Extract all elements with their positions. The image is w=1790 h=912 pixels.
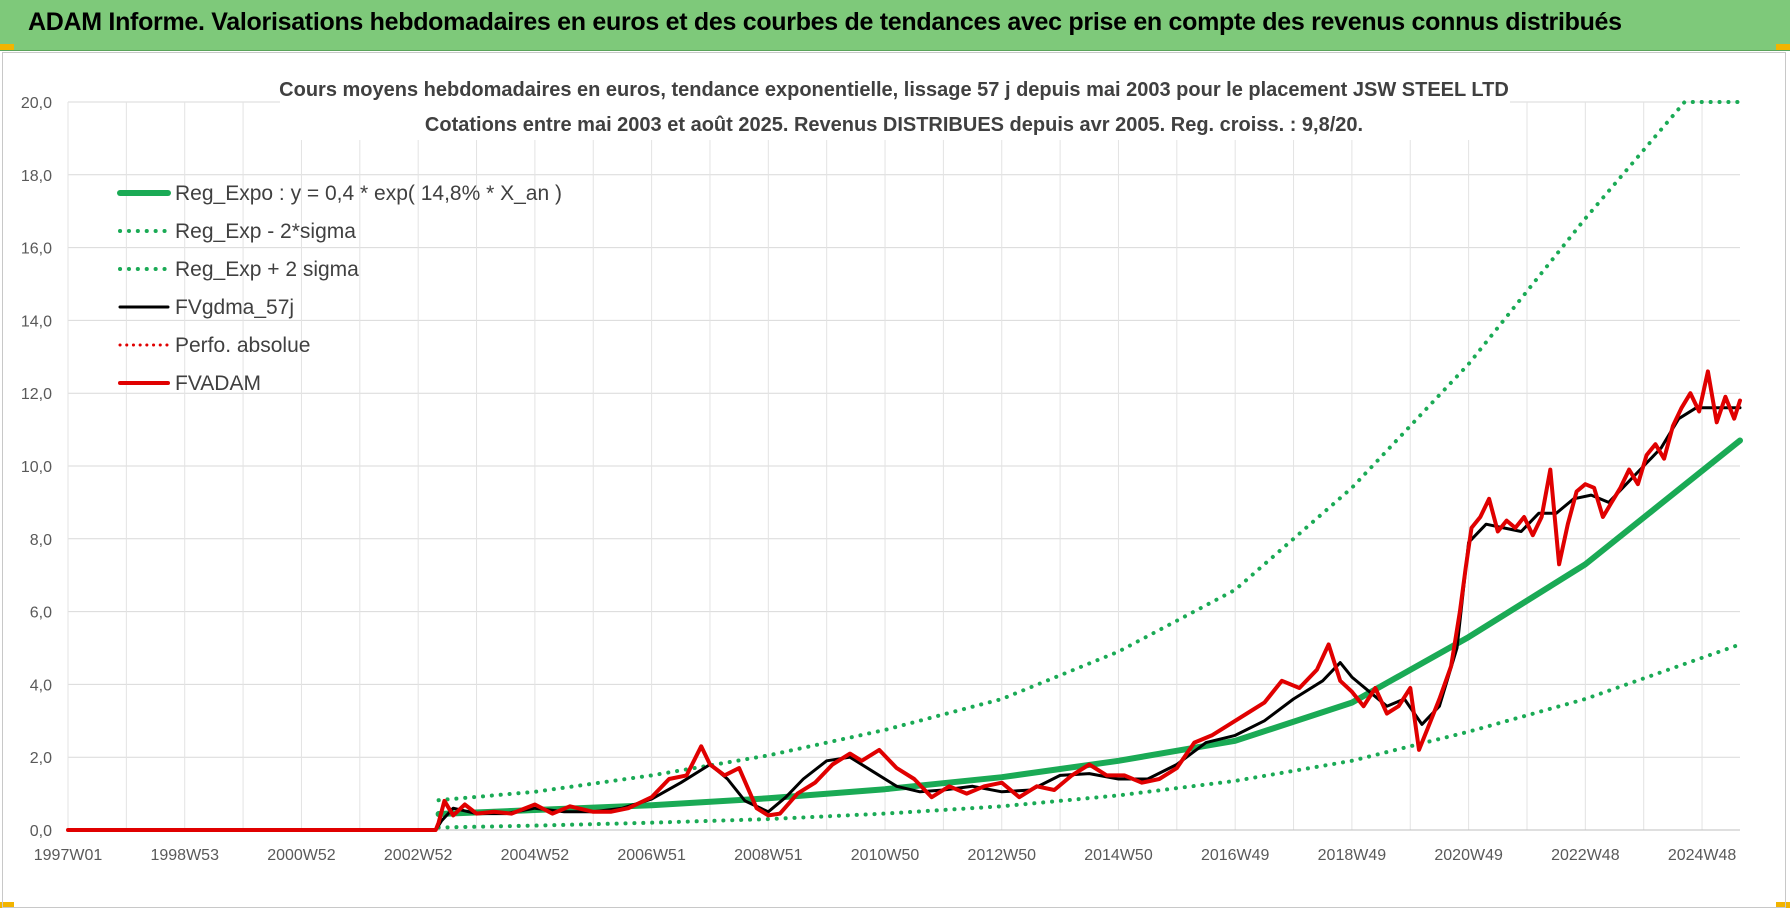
series-line [436,100,1742,803]
x-tick-label: 2006W51 [617,847,686,864]
corner-mark [1776,44,1790,50]
legend-label: FVADAM [175,372,261,395]
title-background [280,72,1510,140]
y-tick-label: 10,0 [21,459,52,476]
x-tick-label: 2024W48 [1668,847,1737,864]
x-tick-label: 2020W49 [1434,847,1503,864]
x-tick-label: 2002W52 [384,847,453,864]
corner-mark [0,44,14,50]
x-tick-label: 2018W49 [1318,847,1387,864]
series-line [436,642,1742,830]
series-line [66,406,1742,832]
x-tick-label: 2004W52 [501,847,570,864]
corner-mark [0,902,14,908]
gridlines [67,101,1740,831]
axes: 0,0 2,0 4,0 6,0 8,0 10,0 12,0 14,0 16,0 18,0 20,0 1… [21,95,1740,864]
y-tick-label: 14,0 [21,313,52,330]
x-tick-label: 1998W53 [150,847,219,864]
y-tick-label: 0,0 [30,823,52,840]
legend: Reg_Expo : y = 0,4 * exp( 14,8% * X_an )… [117,182,562,395]
x-tick-label: 2014W50 [1084,847,1153,864]
report-header: ADAM Informe. Valorisations hebdomadaire… [0,0,1790,51]
x-tick-label: 2022W48 [1551,847,1620,864]
y-tick-label: 20,0 [21,95,52,112]
legend-label: Perfo. absolue [175,334,310,357]
y-tick-label: 18,0 [21,168,52,185]
y-tick-label: 4,0 [30,677,52,694]
series-lines [66,100,1743,832]
x-tick-label: 2008W51 [734,847,803,864]
corner-mark [1776,902,1790,908]
legend-label: FVgdma_57j [175,296,294,319]
x-tick-label: 2012W50 [968,847,1037,864]
y-tick-label: 2,0 [30,750,52,767]
legend-label: Reg_Exp + 2 sigma [175,258,359,281]
report-title: ADAM Informe. Valorisations hebdomadaire… [28,8,1622,36]
legend-label: Reg_Exp - 2*sigma [175,220,356,243]
x-tick-label: 1997W01 [34,847,103,864]
chart-title-line1: Cours moyens hebdomadaires en euros, ten… [279,79,1509,101]
chart-frame [2,52,1786,908]
y-tick-label: 8,0 [30,532,52,549]
legend-label: Reg_Expo : y = 0,4 * exp( 14,8% * X_an ) [175,182,562,205]
y-tick-label: 6,0 [30,605,52,622]
y-tick-label: 16,0 [21,241,52,258]
chart-title-line2: Cotations entre mai 2003 et août 2025. R… [425,114,1363,136]
x-tick-label: 2016W49 [1201,847,1270,864]
x-tick-label: 2010W50 [851,847,920,864]
x-tick-label: 2000W52 [267,847,336,864]
series-line [66,369,1742,832]
y-tick-label: 12,0 [21,386,52,403]
